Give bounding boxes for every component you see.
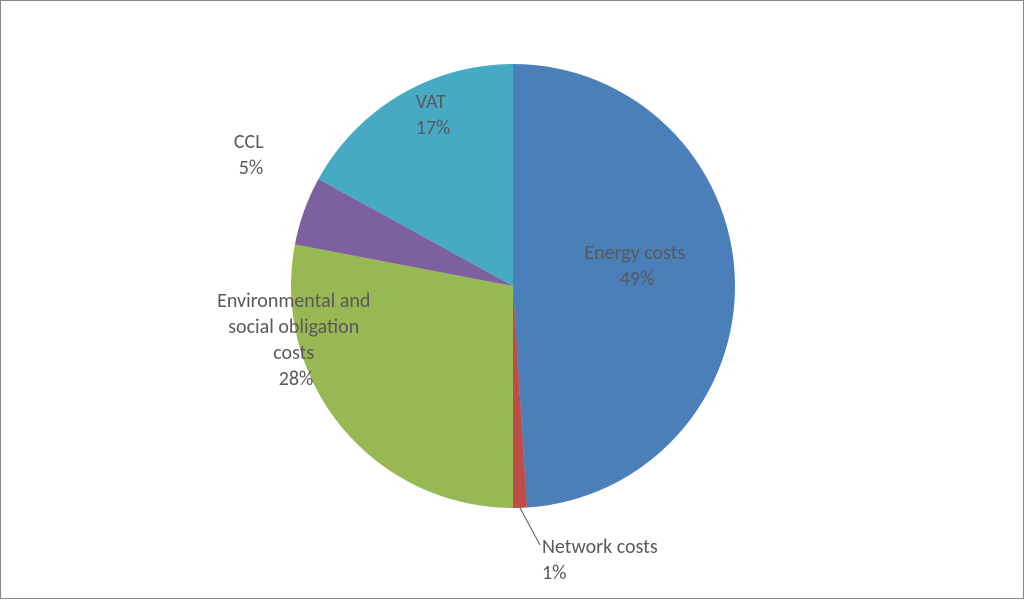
label-env-line1: Environmental and xyxy=(217,289,370,313)
label-env-line4: 28% xyxy=(279,367,314,391)
pie-slices xyxy=(291,64,735,508)
label-network-costs: Network costs 1% xyxy=(542,535,662,585)
label-env-line3: costs xyxy=(273,341,314,365)
label-network-line2: 1% xyxy=(542,561,566,585)
label-ccl: CCL 5% xyxy=(234,130,268,180)
label-vat-line2: 17% xyxy=(416,116,451,140)
label-network-line1: Network costs xyxy=(542,535,658,559)
label-energy-line1: Energy costs xyxy=(584,241,685,265)
label-vat-line1: VAT xyxy=(416,90,446,114)
leader-line-network xyxy=(520,508,540,545)
slice-environmental-and-social-obligation-costs xyxy=(291,244,513,508)
chart-frame: Energy costs 49% Network costs 1% Enviro… xyxy=(0,0,1024,599)
label-ccl-line1: CCL xyxy=(234,130,264,154)
label-energy-line2: 49% xyxy=(620,267,655,291)
label-ccl-line2: 5% xyxy=(239,156,263,180)
pie-chart: Energy costs 49% Network costs 1% Enviro… xyxy=(1,1,1024,600)
label-env-line2: social obligation xyxy=(228,315,359,339)
